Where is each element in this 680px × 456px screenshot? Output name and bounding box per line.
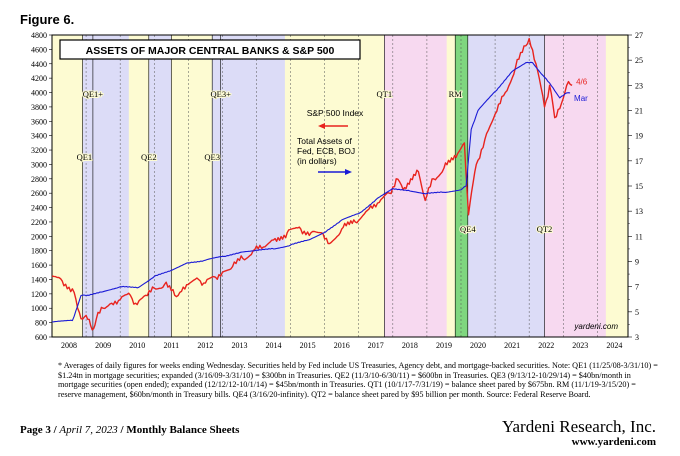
x-axis-tick-label: 2024 xyxy=(606,341,622,350)
left-axis-tick-label: 4200 xyxy=(31,74,47,83)
left-axis-tick-label: 2600 xyxy=(31,189,47,198)
period-label-qe1-plus: QE1+ xyxy=(83,89,104,99)
left-axis-tick-label: 1000 xyxy=(31,304,47,313)
legend-sp500-label: S&P 500 Index xyxy=(307,108,364,118)
chart-title-box xyxy=(59,39,361,60)
right-axis-tick-label: 9 xyxy=(635,258,639,267)
period-label-qt2: QT2 xyxy=(537,224,553,234)
x-axis-tick-label: 2017 xyxy=(368,341,384,350)
x-axis-tick-label: 2009 xyxy=(95,341,111,350)
legend-assets-label-1: Total Assets of xyxy=(297,136,352,146)
period-label-qe3: QE3 xyxy=(204,152,220,162)
right-axis-tick-label: 15 xyxy=(635,182,643,191)
right-axis-tick-label: 5 xyxy=(635,308,639,317)
x-axis-tick-label: 2023 xyxy=(572,341,588,350)
x-axis-tick-label: 2012 xyxy=(197,341,213,350)
period-label-qe2: QE2 xyxy=(141,152,157,162)
x-axis-tick-label: 2020 xyxy=(470,341,486,350)
left-axis-tick-label: 4000 xyxy=(31,89,47,98)
series-line-sp500 xyxy=(51,37,573,331)
period-band-qt1 xyxy=(384,35,447,337)
left-axis-tick-label: 3800 xyxy=(31,103,47,112)
left-axis-tick-label: 1200 xyxy=(31,290,47,299)
series-line-central-bank-assets xyxy=(51,61,571,323)
legend-assets-label-3: (in dollars) xyxy=(297,156,337,166)
brand-url: www.yardeni.com xyxy=(571,436,656,448)
brand-name: Yardeni Research, Inc. xyxy=(501,417,656,436)
left-axis-tick-label: 4600 xyxy=(31,45,47,54)
period-label-rm: RM xyxy=(449,89,463,99)
left-axis-tick-label: 1800 xyxy=(31,247,47,256)
legend-assets-label-2: Fed, ECB, BOJ xyxy=(297,146,355,156)
series-end-label-central-bank-assets: Mar xyxy=(574,94,588,103)
left-axis-tick-label: 4800 xyxy=(31,31,47,40)
legend-assets-arrow-head xyxy=(345,169,352,175)
left-axis-tick-label: 600 xyxy=(35,333,47,342)
left-axis-tick-label: 3400 xyxy=(31,132,47,141)
left-axis-tick-label: 800 xyxy=(35,319,47,328)
x-axis-tick-label: 2021 xyxy=(504,341,520,350)
left-axis-tick-label: 3200 xyxy=(31,146,47,155)
chart: QE1 QE1+ QE2 QE3 QE3+ QT1 RM QE4 QT2 600 800 1000 12… xyxy=(31,31,643,350)
left-axis-tick-label: 2200 xyxy=(31,218,47,227)
footer-separator: / xyxy=(120,424,124,436)
x-axis-tick-label: 2018 xyxy=(402,341,418,350)
x-axis-tick-label: 2010 xyxy=(129,341,145,350)
legend-sp500-arrow-head xyxy=(318,123,325,129)
x-axis-tick-label: 2015 xyxy=(300,341,316,350)
left-axis-tick-label: 3000 xyxy=(31,160,47,169)
right-axis-tick-label: 7 xyxy=(635,283,639,292)
x-axis-tick-label: 2014 xyxy=(266,341,282,350)
period-band-qe1-plus xyxy=(92,35,129,337)
right-axis-tick-label: 13 xyxy=(635,207,643,216)
right-axis-tick-label: 25 xyxy=(635,56,643,65)
right-axis-tick-label: 11 xyxy=(635,232,643,241)
footer-date: April 7, 2023 xyxy=(59,424,118,436)
footer-page-number: Page 3 / xyxy=(20,424,57,436)
period-band-qt2 xyxy=(544,35,606,337)
left-axis-tick-label: 2800 xyxy=(31,175,47,184)
x-axis-tick-label: 2008 xyxy=(61,341,77,350)
left-axis-tick-label: 1400 xyxy=(31,275,47,284)
left-axis-tick-label: 2400 xyxy=(31,204,47,213)
x-axis-tick-label: 2022 xyxy=(538,341,554,350)
right-axis-tick-label: 17 xyxy=(635,157,643,166)
right-axis-tick-label: 27 xyxy=(635,31,643,40)
right-axis-tick-label: 3 xyxy=(635,333,639,342)
period-band-qe2 xyxy=(148,35,172,337)
x-axis-tick-label: 2016 xyxy=(334,341,350,350)
figure-label: Figure 6. xyxy=(20,12,75,27)
right-axis-tick-label: 19 xyxy=(635,132,643,141)
left-axis-tick-label: 1600 xyxy=(31,261,47,270)
period-label-qe3-plus: QE3+ xyxy=(211,89,232,99)
period-label-qe4: QE4 xyxy=(460,224,476,234)
left-axis-tick-label: 2000 xyxy=(31,232,47,241)
footer-page: Page 3 / April 7, 2023 / Monthly Balance… xyxy=(20,424,239,436)
footnote: * Averages of daily figures for weeks en… xyxy=(58,361,658,399)
left-axis-tick-label: 4400 xyxy=(31,60,47,69)
x-axis-tick-label: 2019 xyxy=(436,341,452,350)
right-axis-tick-label: 23 xyxy=(635,81,643,90)
chart-watermark: yardeni.com xyxy=(573,322,618,331)
x-axis-tick-label: 2011 xyxy=(163,341,179,350)
left-axis-tick-label: 3600 xyxy=(31,117,47,126)
chart-title: ASSETS OF MAJOR CENTRAL BANKS & S&P 500 xyxy=(86,45,335,57)
period-band-qe3-plus xyxy=(220,35,285,337)
period-band-rm xyxy=(455,35,468,337)
right-axis-tick-label: 21 xyxy=(635,107,643,116)
series-end-label-sp500: 4/6 xyxy=(576,77,588,86)
period-label-qt1: QT1 xyxy=(377,89,393,99)
period-label-qe1: QE1 xyxy=(77,152,93,162)
footer-section: Monthly Balance Sheets xyxy=(126,424,240,436)
x-axis-tick-label: 2013 xyxy=(231,341,247,350)
period-band-qe4 xyxy=(467,35,545,337)
